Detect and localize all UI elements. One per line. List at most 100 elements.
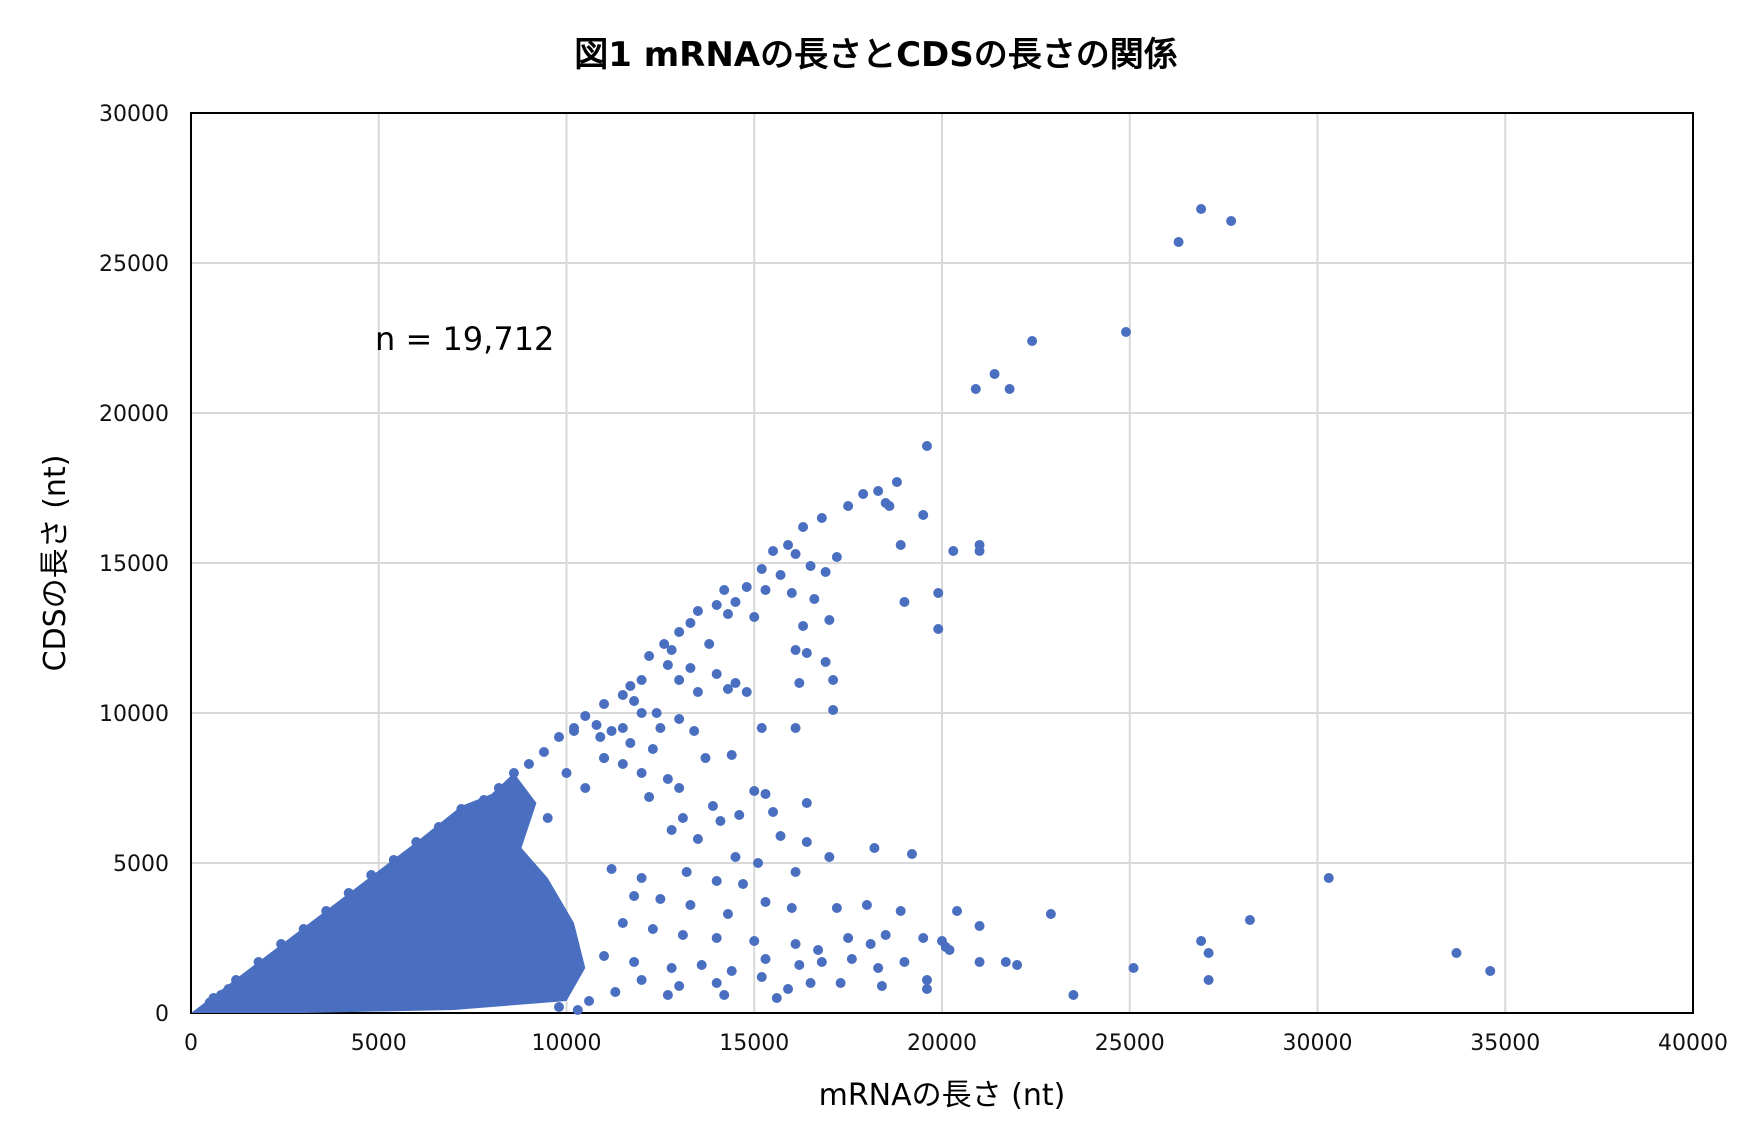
data-point [610, 987, 621, 997]
data-point [674, 627, 685, 637]
data-point [719, 585, 730, 595]
data-point [760, 954, 771, 964]
data-point [677, 930, 688, 940]
data-point [629, 891, 640, 901]
data-point [749, 786, 760, 796]
data-point [831, 903, 842, 913]
data-point [629, 957, 640, 967]
data-point [253, 957, 264, 967]
data-point [692, 834, 703, 844]
data-point [1027, 336, 1038, 346]
data-point [373, 990, 384, 1000]
data-point [783, 540, 794, 550]
data-point [223, 1002, 234, 1012]
data-point [783, 984, 794, 994]
data-point [629, 696, 640, 706]
data-point [572, 1005, 583, 1015]
data-point [242, 972, 253, 982]
data-point [831, 552, 842, 562]
data-point [775, 831, 786, 841]
data-point [606, 864, 617, 874]
data-point [617, 723, 628, 733]
x-tick-label: 30000 [1283, 1031, 1353, 1056]
data-point [636, 768, 647, 778]
data-point [542, 813, 553, 823]
data-point [775, 570, 786, 580]
data-point [523, 903, 534, 913]
data-point [411, 855, 422, 865]
data-point [970, 384, 981, 394]
data-point [816, 957, 827, 967]
data-point [921, 984, 932, 994]
data-point [644, 651, 655, 661]
data-point [647, 744, 658, 754]
x-tick-label: 0 [184, 1031, 198, 1056]
data-point [711, 600, 722, 610]
data-point [869, 843, 880, 853]
data-point [1323, 873, 1334, 883]
data-point [373, 954, 384, 964]
data-point [846, 954, 857, 964]
data-point [730, 678, 741, 688]
data-point [1244, 915, 1255, 925]
data-point [790, 549, 801, 559]
data-point [918, 510, 929, 520]
data-point [786, 588, 797, 598]
data-point [617, 759, 628, 769]
data-point [805, 561, 816, 571]
data-point [707, 801, 718, 811]
data-point [711, 933, 722, 943]
data-point [715, 816, 726, 826]
data-point [726, 750, 737, 760]
data-point [760, 789, 771, 799]
x-axis-ticks: 0 5000 10000 15000 20000 25000 30000 35000 40000 [184, 1031, 1728, 1056]
data-point [651, 708, 662, 718]
x-tick-label: 40000 [1658, 1031, 1728, 1056]
y-tick-label: 10000 [99, 702, 169, 727]
data-point [674, 675, 685, 685]
data-point [599, 753, 610, 763]
data-point [336, 909, 347, 919]
data-point [354, 894, 365, 904]
data-point [336, 984, 347, 994]
data-point [430, 903, 441, 913]
data-point [689, 726, 700, 736]
data-point [433, 822, 444, 832]
data-point [974, 957, 985, 967]
data-point [599, 951, 610, 961]
data-point [486, 942, 497, 952]
data-point [298, 981, 309, 991]
data-point [647, 924, 658, 934]
data-point [1196, 204, 1207, 214]
data-point [974, 546, 985, 556]
y-axis-title: CDSの長さ (nt) [38, 455, 73, 672]
data-point [366, 870, 377, 880]
data-point [662, 660, 673, 670]
data-point [880, 930, 891, 940]
data-point [636, 675, 647, 685]
data-point [711, 669, 722, 679]
y-tick-label: 30000 [99, 102, 169, 127]
data-point [704, 639, 715, 649]
data-point [403, 861, 414, 871]
data-point [1004, 384, 1015, 394]
data-point [873, 486, 884, 496]
data-point [448, 981, 459, 991]
data-point [948, 546, 959, 556]
data-point [719, 990, 730, 1000]
y-tick-label: 20000 [99, 402, 169, 427]
data-point [681, 867, 692, 877]
data-point [843, 501, 854, 511]
x-tick-label: 15000 [719, 1031, 789, 1056]
data-point [906, 849, 917, 859]
data-point [805, 978, 816, 988]
data-point [790, 723, 801, 733]
data-point [677, 813, 688, 823]
data-point [1196, 936, 1207, 946]
data-point [478, 795, 489, 805]
data-point [388, 855, 399, 865]
data-point [336, 993, 347, 1003]
data-point [674, 981, 685, 991]
data-point [505, 888, 516, 898]
data-point [737, 879, 748, 889]
